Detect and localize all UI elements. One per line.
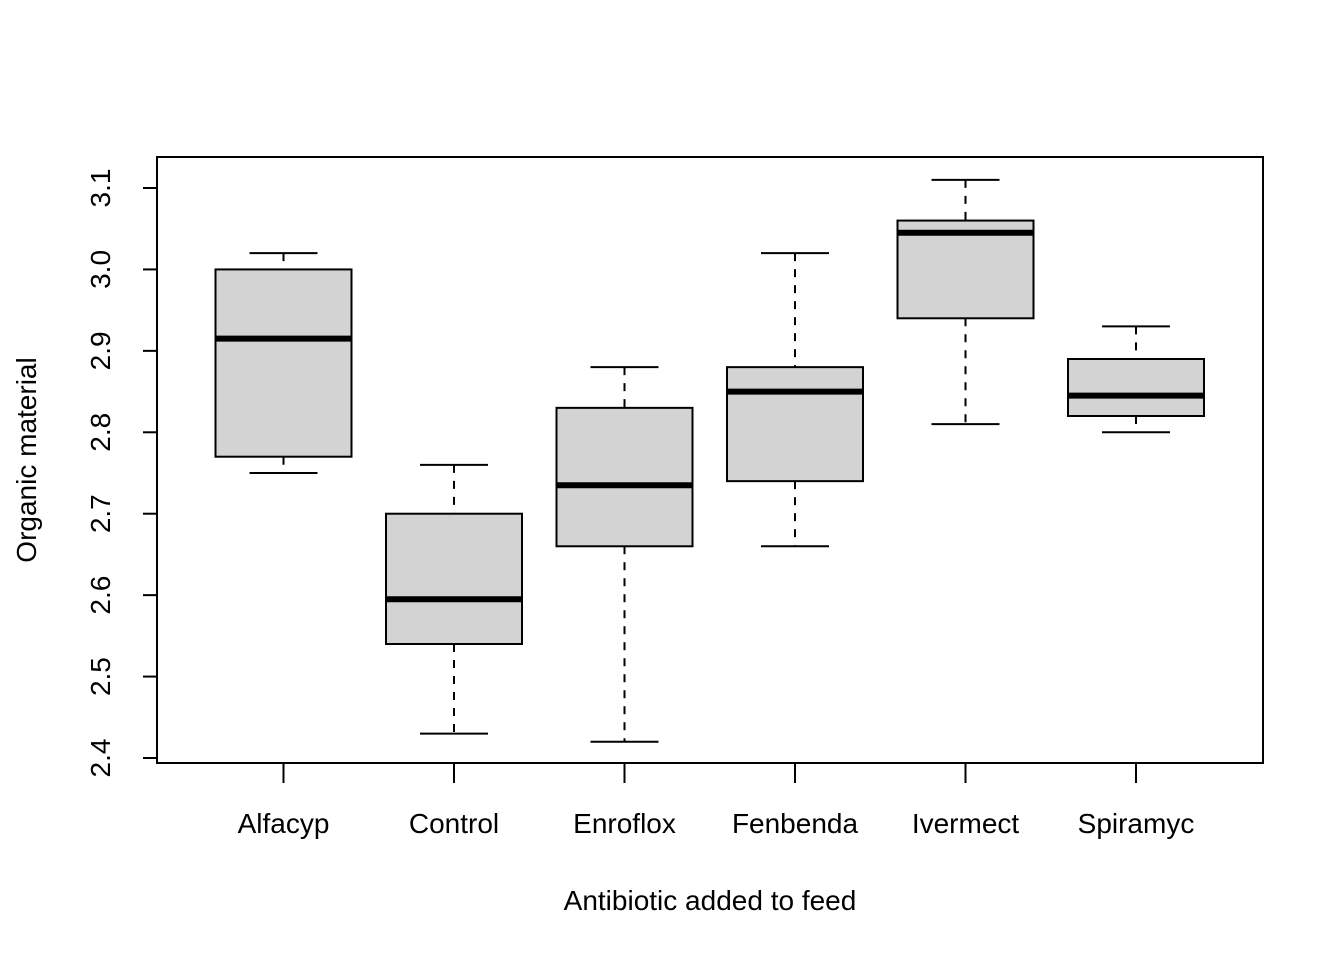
box-alfacyp bbox=[214, 252, 353, 474]
box-ivermect bbox=[896, 178, 1035, 426]
x-axis-label: Antibiotic added to feed bbox=[564, 885, 857, 916]
y-tick-label: 2.4 bbox=[85, 739, 116, 778]
iqr-box bbox=[726, 366, 864, 483]
x-tick-label: Ivermect bbox=[912, 808, 1020, 839]
y-tick-label: 2.5 bbox=[85, 657, 116, 696]
iqr-box bbox=[1067, 358, 1205, 417]
iqr-box bbox=[214, 268, 353, 458]
y-axis: 2.4 2.5 2.6 2.7 2.8 2.9 3.0 3.1 bbox=[85, 169, 157, 778]
x-tick-label: Control bbox=[409, 808, 499, 839]
y-axis-label: Organic material bbox=[11, 357, 42, 562]
box-fenbenda bbox=[726, 252, 864, 548]
boxes-group bbox=[214, 178, 1205, 743]
y-tick-label: 2.7 bbox=[85, 494, 116, 533]
y-tick-label: 2.8 bbox=[85, 413, 116, 452]
y-tick-label: 3.0 bbox=[85, 250, 116, 289]
box-enroflox bbox=[555, 366, 694, 743]
iqr-box bbox=[555, 406, 694, 548]
plot-frame bbox=[156, 156, 1264, 764]
x-tick-label: Enroflox bbox=[573, 808, 676, 839]
x-tick-label: Fenbenda bbox=[732, 808, 859, 839]
x-axis: Alfacyp Control Enroflox Fenbenda Ivermect Sp… bbox=[238, 763, 1195, 839]
y-tick-label: 2.9 bbox=[85, 331, 116, 370]
box-spiramyc bbox=[1067, 325, 1205, 434]
box-control bbox=[385, 463, 523, 735]
y-tick-label: 2.6 bbox=[85, 576, 116, 615]
y-tick-label: 3.1 bbox=[85, 169, 116, 208]
iqr-box bbox=[385, 512, 523, 646]
x-tick-label: Alfacyp bbox=[238, 808, 330, 839]
iqr-box bbox=[896, 219, 1035, 320]
x-tick-label: Spiramyc bbox=[1078, 808, 1195, 839]
